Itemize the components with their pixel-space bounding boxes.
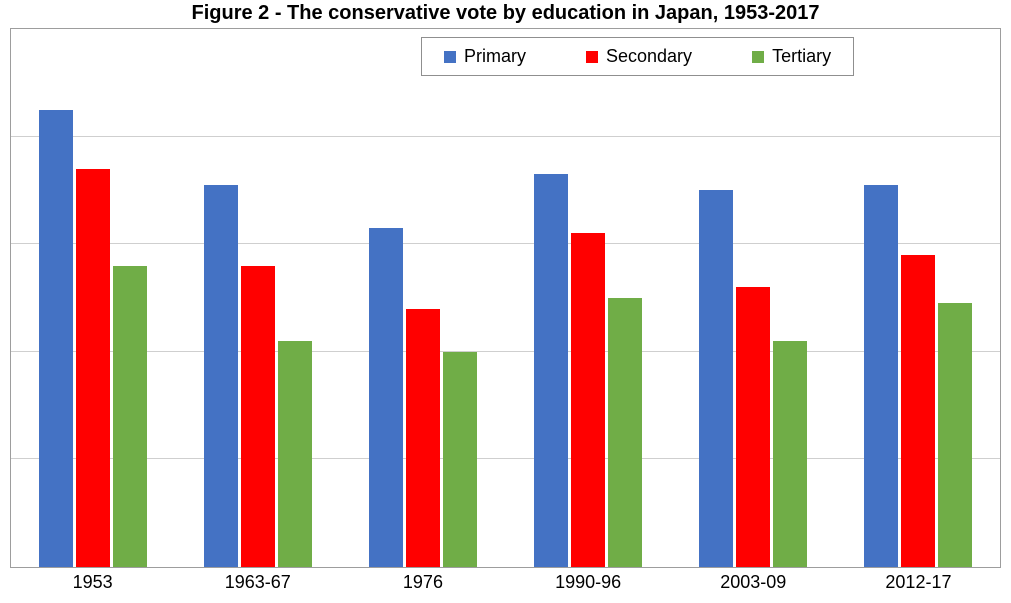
bar: [113, 266, 147, 567]
bar: [608, 298, 642, 567]
bar-cluster: [11, 29, 176, 567]
x-axis-label: 2003-09: [671, 572, 836, 593]
x-axis-label: 1990-96: [506, 572, 671, 593]
bar-group: [670, 29, 835, 567]
x-axis-label: 1976: [340, 572, 505, 593]
bar: [204, 185, 238, 567]
bar: [76, 169, 110, 567]
bar: [901, 255, 935, 567]
bar: [864, 185, 898, 567]
x-axis-label: 2012-17: [836, 572, 1001, 593]
bar-group: [11, 29, 176, 567]
bar: [534, 174, 568, 567]
figure-container: Figure 2 - The conservative vote by educ…: [0, 0, 1011, 603]
bar: [699, 190, 733, 567]
bar: [773, 341, 807, 567]
bar-group: [505, 29, 670, 567]
x-axis-label: 1953: [10, 572, 175, 593]
x-axis-labels: 19531963-6719761990-962003-092012-17: [10, 572, 1001, 593]
bar-cluster: [835, 29, 1000, 567]
bar: [278, 341, 312, 567]
bar-cluster: [505, 29, 670, 567]
bar: [571, 233, 605, 567]
bar: [938, 303, 972, 567]
bar-cluster: [341, 29, 506, 567]
bar-cluster: [176, 29, 341, 567]
bar: [443, 352, 477, 567]
bar: [369, 228, 403, 567]
bar: [39, 110, 73, 567]
bar-cluster: [670, 29, 835, 567]
chart-title: Figure 2 - The conservative vote by educ…: [0, 0, 1011, 25]
bar: [736, 287, 770, 567]
bar: [241, 266, 275, 567]
plot-area: PrimarySecondaryTertiary: [10, 28, 1001, 568]
bar-group: [341, 29, 506, 567]
bar-group: [176, 29, 341, 567]
bar: [406, 309, 440, 567]
x-axis-label: 1963-67: [175, 572, 340, 593]
bar-group: [835, 29, 1000, 567]
bar-groups: [11, 29, 1000, 567]
